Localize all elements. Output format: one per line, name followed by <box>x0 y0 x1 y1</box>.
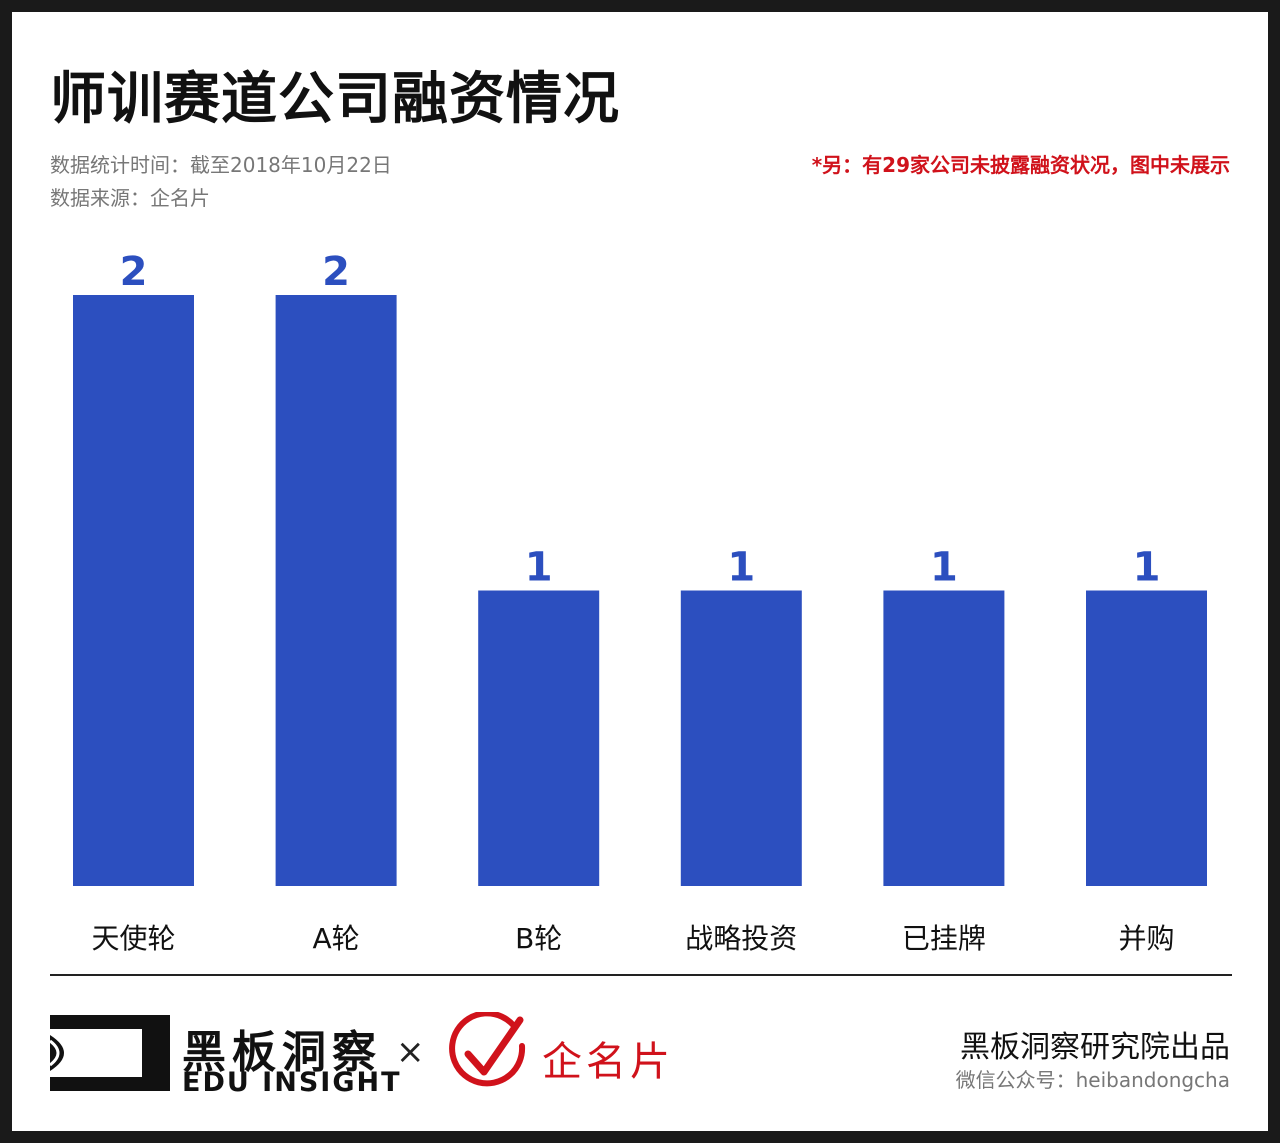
data-source-text: 数据来源：企名片 <box>50 186 210 210</box>
value-label-1: 2 <box>322 249 350 295</box>
times-symbol: × <box>396 1032 425 1072</box>
value-label-4: 1 <box>930 545 958 591</box>
bar-1 <box>275 295 397 886</box>
category-label-2: B轮 <box>515 922 562 955</box>
value-label-3: 1 <box>727 545 755 591</box>
value-label-5: 1 <box>1133 545 1161 591</box>
category-label-0: 天使轮 <box>91 922 175 955</box>
value-label-2: 1 <box>525 545 553 591</box>
infographic-card: 师训赛道公司融资情况 数据统计时间：截至2018年10月22日 数据来源：企名片… <box>12 12 1268 1131</box>
stat-time-text: 数据统计时间：截至2018年10月22日 <box>50 153 392 177</box>
partner-checkmark-logo-icon <box>449 1012 526 1087</box>
bar-0 <box>73 295 194 886</box>
bar-chart: 2 天使轮 2 A轮 1 B轮 1 战略投资 1 已挂牌 1 并购 <box>73 249 1207 955</box>
edu-insight-logo-icon <box>50 1015 170 1091</box>
page-title: 师训赛道公司融资情况 <box>50 67 620 132</box>
undisclosed-note: *另：有29家公司未披露融资状况，图中未展示 <box>811 153 1230 177</box>
partner-name: 企名片 <box>542 1039 674 1085</box>
bar-5 <box>1086 590 1207 886</box>
bar-4 <box>883 590 1005 886</box>
footer-divider <box>50 974 1232 976</box>
logo-chinese-name: 黑板洞察 <box>182 1027 382 1078</box>
logo-english-name: EDU INSIGHT <box>182 1067 402 1098</box>
category-label-1: A轮 <box>313 922 360 955</box>
category-label-4: 已挂牌 <box>902 922 986 955</box>
bar-2 <box>478 590 600 886</box>
wechat-account-text: 微信公众号：heibandongcha <box>955 1068 1230 1092</box>
category-label-3: 战略投资 <box>685 922 797 955</box>
category-label-5: 并购 <box>1118 922 1174 955</box>
value-label-0: 2 <box>120 249 148 295</box>
bar-3 <box>680 590 802 886</box>
producer-text: 黑板洞察研究院出品 <box>960 1030 1230 1065</box>
